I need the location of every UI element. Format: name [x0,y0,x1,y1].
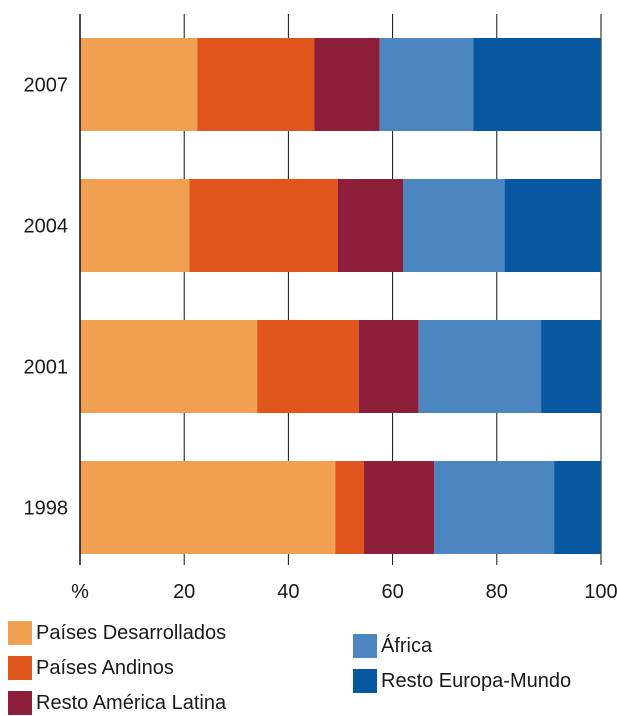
bar-2001-series-2 [359,320,419,413]
category-label-1998: 1998 [24,498,69,520]
legend: Países Desarrollados Países Andinos Rest… [0,610,617,713]
stacked-bar-chart: 2007 2004 2001 1998% 20 40 60 80 100 [0,0,617,610]
legend-swatch [8,691,32,715]
x-tick-label-100: 100 [584,581,617,603]
bar-1998-series-0 [80,461,335,554]
bar-2007-series-2 [314,38,379,131]
bar-2007-series-0 [80,38,197,131]
x-axis-unit-label: % [71,581,89,603]
legend-swatch [8,621,32,645]
bar-2001-series-3 [419,320,541,413]
category-label-2004: 2004 [24,216,69,238]
bar-2004-series-3 [403,179,505,272]
legend-swatch [8,656,32,680]
legend-swatch [353,634,377,658]
x-tick-label-60: 60 [381,581,403,603]
bar-2001-series-0 [80,320,257,413]
legend-label: Resto Europa-Mundo [381,670,571,693]
bar-1998-series-2 [364,461,434,554]
bar-2007-series-1 [197,38,314,131]
bar-1998-series-4 [554,461,601,554]
x-tick-label-80: 80 [486,581,508,603]
legend-item-resto-america-latina: Resto América Latina [8,690,226,716]
x-tick-label-20: 20 [173,581,195,603]
bar-2001-series-4 [541,320,601,413]
x-tick-label-40: 40 [277,581,299,603]
legend-item-africa: África [353,633,432,659]
legend-label: Países Desarrollados [36,622,226,645]
bars [80,38,601,554]
bar-2001-series-1 [257,320,359,413]
bar-2004-series-2 [338,179,403,272]
legend-label: África [381,635,432,658]
bar-1998-series-3 [434,461,554,554]
legend-swatch [353,669,377,693]
legend-label: Resto América Latina [36,692,226,715]
category-label-2001: 2001 [24,357,69,379]
legend-item-resto-europa-mundo: Resto Europa-Mundo [353,668,571,694]
legend-label: Países Andinos [36,657,174,680]
category-label-2007: 2007 [24,75,69,97]
bar-2004-series-4 [505,179,601,272]
legend-item-paises-desarrollados: Países Desarrollados [8,620,226,646]
bar-1998-series-1 [335,461,364,554]
bar-2004-series-0 [80,179,189,272]
legend-item-paises-andinos: Países Andinos [8,655,174,681]
bar-2004-series-1 [189,179,337,272]
bar-2007-series-4 [473,38,601,131]
bar-2007-series-3 [380,38,474,131]
